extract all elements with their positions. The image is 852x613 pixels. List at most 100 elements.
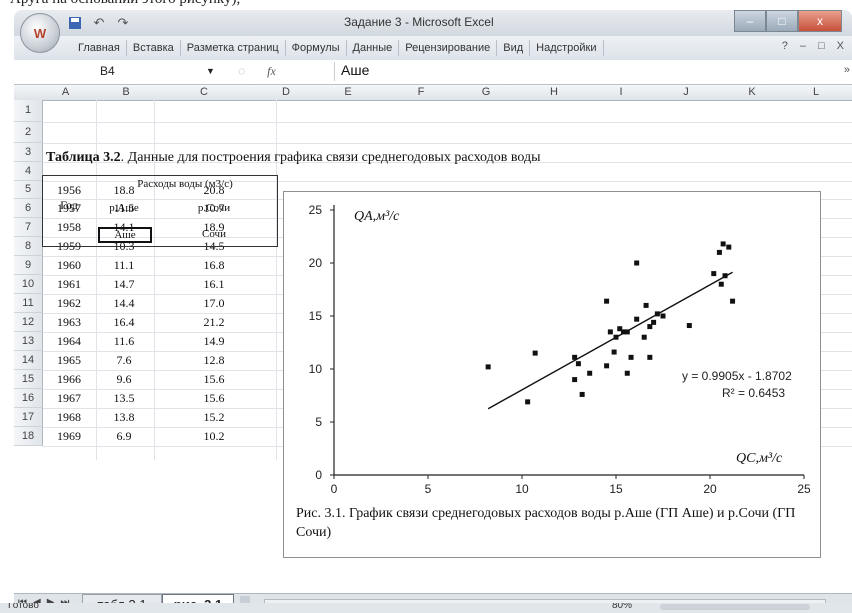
ribbon-minimize-button[interactable]: – xyxy=(799,40,806,52)
column-header-c[interactable]: C xyxy=(200,86,208,98)
row-header-4[interactable]: 4 xyxy=(14,162,43,181)
table-cell[interactable]: 1963 xyxy=(57,315,81,329)
expand-formula-bar-icon[interactable]: » xyxy=(843,64,850,76)
row-header-8[interactable]: 8 xyxy=(14,237,43,256)
table-cell[interactable]: 15.6 xyxy=(203,372,225,386)
ribbon-restore-button[interactable]: □ xyxy=(818,40,825,52)
cell-c4[interactable]: Сочи xyxy=(202,228,226,240)
row-header-14[interactable]: 14 xyxy=(14,351,43,370)
row-header-6[interactable]: 6 xyxy=(14,199,43,218)
table-cell[interactable]: 1967 xyxy=(57,391,81,405)
zoom-level[interactable]: 80% xyxy=(612,603,633,611)
first-sheet-icon[interactable]: ⏮ xyxy=(18,597,27,608)
table-cell[interactable]: 1969 xyxy=(57,429,81,443)
table-cell[interactable]: 1961 xyxy=(57,277,81,291)
table-cell[interactable]: 1960 xyxy=(57,258,81,272)
column-header-a[interactable]: A xyxy=(61,86,70,98)
table-cell[interactable]: 15.6 xyxy=(203,391,225,405)
table-cell[interactable]: 14.4 xyxy=(113,296,135,310)
zoom-slider[interactable] xyxy=(660,604,810,610)
tab-home[interactable]: Главная xyxy=(72,40,127,56)
tab-review[interactable]: Рецензирование xyxy=(399,40,498,56)
column-header-h[interactable]: H xyxy=(550,86,558,98)
insert-function-button[interactable]: fx xyxy=(267,64,276,78)
next-sheet-icon[interactable]: ▶ xyxy=(47,597,55,608)
header-sochi[interactable]: р.Сочи xyxy=(197,202,231,214)
row-header-5[interactable]: 5 xyxy=(14,181,43,199)
save-icon[interactable] xyxy=(66,14,84,32)
row-header-7[interactable]: 7 xyxy=(14,218,43,237)
formula-input[interactable]: Аше xyxy=(334,62,821,81)
row-header-16[interactable]: 16 xyxy=(14,389,43,408)
table-cell[interactable]: 20.8 xyxy=(203,183,225,197)
row-header-12[interactable]: 12 xyxy=(14,313,43,332)
table-cell[interactable]: 7.6 xyxy=(116,353,132,367)
column-header-j[interactable]: J xyxy=(683,86,689,98)
row-header-15[interactable]: 15 xyxy=(14,370,43,389)
last-sheet-icon[interactable]: ⏭ xyxy=(60,597,69,608)
row-header-13[interactable]: 13 xyxy=(14,332,43,351)
table-cell[interactable]: 18.9 xyxy=(203,220,225,234)
cancel-entry-icon[interactable]: ◌ xyxy=(238,64,246,78)
table-cell[interactable]: 16.8 xyxy=(203,258,225,272)
name-box[interactable]: B4 ▼ xyxy=(20,63,226,80)
row-header-17[interactable]: 17 xyxy=(14,408,43,427)
header-year[interactable]: Год xyxy=(60,198,78,212)
table-cell[interactable]: 12.8 xyxy=(203,353,225,367)
row-header-18[interactable]: 18 xyxy=(14,427,43,446)
tab-page-layout[interactable]: Разметка страниц xyxy=(181,40,286,56)
table-cell[interactable]: 10.2 xyxy=(203,429,225,443)
column-header-f[interactable]: F xyxy=(417,86,425,98)
row-header-3[interactable]: 3 xyxy=(14,143,43,162)
help-icon[interactable]: ? xyxy=(781,40,788,52)
tab-insert[interactable]: Вставка xyxy=(127,40,181,56)
redo-icon[interactable]: ↷ xyxy=(117,15,129,30)
column-header-k[interactable]: K xyxy=(748,86,756,98)
table-cell[interactable]: 9.6 xyxy=(116,372,132,386)
row-header-10[interactable]: 10 xyxy=(14,275,43,294)
row-header-9[interactable]: 9 xyxy=(14,256,43,275)
undo-icon[interactable]: ↶ xyxy=(93,15,105,30)
table-cell[interactable]: 1962 xyxy=(57,296,81,310)
row-header-2[interactable]: 2 xyxy=(14,122,43,143)
tab-data[interactable]: Данные xyxy=(347,40,400,56)
table-cell[interactable]: 6.9 xyxy=(116,429,132,443)
tab-addins[interactable]: Надстройки xyxy=(530,40,604,56)
row-header-1[interactable]: 1 xyxy=(14,100,43,122)
table-cell[interactable]: 1965 xyxy=(57,353,81,367)
table-cell[interactable]: 13.5 xyxy=(113,391,135,405)
table-cell[interactable]: 11.6 xyxy=(113,334,135,348)
table-cell[interactable]: 1968 xyxy=(57,410,81,424)
column-header-i[interactable]: I xyxy=(619,86,623,98)
minimize-button[interactable]: – xyxy=(734,10,766,32)
ribbon-close-button[interactable]: X xyxy=(836,40,844,52)
table-cell[interactable]: 21.2 xyxy=(203,315,225,329)
column-header-g[interactable]: G xyxy=(481,86,491,98)
table-cell[interactable]: 16.1 xyxy=(203,277,225,291)
table-cell[interactable]: 14.7 xyxy=(113,277,135,291)
tab-view[interactable]: Вид xyxy=(497,40,531,56)
worksheet-grid[interactable]: A B C D E F G H I J K L 1 2 3 4 5 6 7 8 9 10 11 12 1… xyxy=(14,85,852,593)
table-cell[interactable]: 11.1 xyxy=(113,258,135,272)
prev-sheet-icon[interactable]: ◀ xyxy=(33,597,41,608)
table-cell[interactable]: 11.5 xyxy=(113,201,135,215)
maximize-button[interactable]: □ xyxy=(766,10,798,32)
office-button[interactable]: W xyxy=(20,13,60,53)
column-header-b[interactable]: B xyxy=(122,86,130,98)
row-header-11[interactable]: 11 xyxy=(14,294,43,313)
table-cell[interactable]: 17.0 xyxy=(203,296,225,310)
chart-area[interactable]: 0 5 10 15 20 25 0 5 10 15 20 25 y = 0.9905x - 1.8702… xyxy=(283,191,821,558)
table-cell[interactable]: 10.7 xyxy=(203,201,225,215)
column-header-e[interactable]: E xyxy=(344,86,352,98)
table-cell[interactable]: 18.8 xyxy=(113,183,135,197)
table-cell[interactable]: 1966 xyxy=(57,372,81,386)
chevron-down-icon[interactable]: ▼ xyxy=(206,66,215,76)
table-cell[interactable]: 1957 xyxy=(57,201,81,215)
table-cell[interactable]: 13.8 xyxy=(113,410,135,424)
table-cell[interactable]: 1964 xyxy=(57,334,81,348)
table-cell[interactable]: 15.2 xyxy=(203,410,225,424)
selected-cell-b4[interactable]: Аше xyxy=(98,227,152,243)
table-cell[interactable]: 1956 xyxy=(57,183,81,197)
table-cell[interactable]: 1958 xyxy=(57,220,81,234)
table-cell[interactable]: 16.4 xyxy=(113,315,135,329)
